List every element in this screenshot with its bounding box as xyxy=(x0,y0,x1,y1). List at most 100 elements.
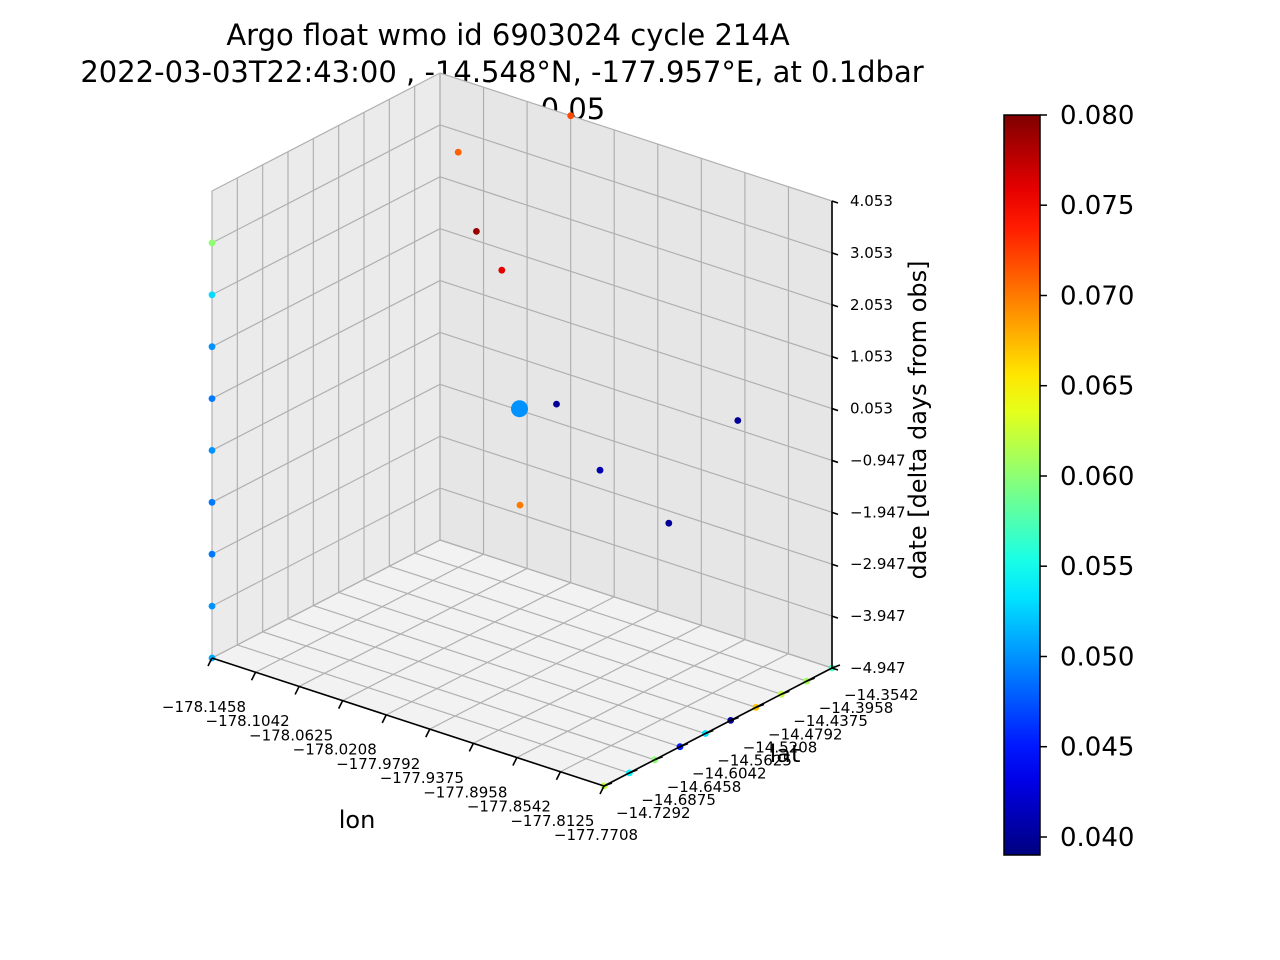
z-tick-label: 4.053 xyxy=(850,192,893,210)
z-tick xyxy=(831,200,839,204)
z-tick xyxy=(831,252,839,256)
y-tick-label: −14.3542 xyxy=(844,686,919,704)
y-tick-label: −14.4792 xyxy=(768,725,843,743)
z-tick-label: 0.053 xyxy=(850,400,893,418)
x-tick-label: −178.0625 xyxy=(249,726,333,744)
grid-line xyxy=(262,631,655,761)
x-tick xyxy=(337,700,344,710)
grid-line xyxy=(439,487,833,617)
grid-line xyxy=(385,596,615,716)
z-tick xyxy=(831,407,839,412)
y-tick-label: −14.4375 xyxy=(793,712,868,730)
z-tick-label: −1.947 xyxy=(850,503,906,521)
data-point xyxy=(208,447,216,454)
data-point xyxy=(567,112,575,120)
colorbar-tick-label: 0.075 xyxy=(1060,191,1134,221)
grid-line xyxy=(439,435,833,565)
x-tick xyxy=(207,657,213,667)
x-tick-label: −178.1042 xyxy=(206,712,290,730)
tick-labels: −178.1458 −14.7292 −4.947 −178.1042 −14.6875… xyxy=(162,192,919,844)
z-tick xyxy=(831,355,839,360)
x-tick xyxy=(555,771,562,781)
y-tick-label: −14.6458 xyxy=(667,778,742,796)
title-line-2: 2022-03-03T22:43:00 , -14.548°N, -177.95… xyxy=(80,55,923,89)
grid-line xyxy=(338,591,731,722)
grid-line xyxy=(439,279,833,410)
y-tick xyxy=(654,756,663,761)
data-point xyxy=(208,498,216,506)
y-tick-label: −14.3958 xyxy=(819,699,894,717)
pane-back-wall xyxy=(440,73,832,668)
grid-line xyxy=(211,72,441,192)
grid-line xyxy=(516,639,746,759)
x-tick xyxy=(468,742,475,752)
y-tick xyxy=(629,769,638,774)
x-tick-label: −178.1458 xyxy=(162,698,246,716)
grid-line xyxy=(414,552,807,682)
data-point xyxy=(665,519,673,527)
y-tick xyxy=(603,782,613,787)
colorbar-rect xyxy=(1003,114,1041,856)
colorbar-tick-label: 0.070 xyxy=(1060,282,1134,312)
grid-line xyxy=(211,280,441,400)
z-axis-label: date [delta days from obs] xyxy=(904,260,932,579)
x-axis-label: lon xyxy=(339,806,376,834)
x-tick xyxy=(425,728,431,738)
grid-line xyxy=(429,610,659,730)
x-tick-label: −177.8958 xyxy=(423,783,507,801)
y-tick xyxy=(679,742,689,748)
grid-line xyxy=(439,176,833,306)
title-line-1: Argo float wmo id 6903024 cycle 214A xyxy=(226,18,789,52)
x-axis-line xyxy=(211,657,605,787)
data-point xyxy=(473,228,480,235)
z-tick-label: −4.947 xyxy=(850,659,906,677)
y-tick-label: −14.6042 xyxy=(692,765,767,783)
y-tick-label: −14.6875 xyxy=(641,791,716,809)
data-point xyxy=(734,417,742,424)
grid-line xyxy=(473,624,702,744)
data-point xyxy=(498,266,506,274)
x-tick-label: −177.8542 xyxy=(467,798,551,816)
colorbar-ticks: 0.040 0.045 0.050 0.055 0.060 0.065 0.070 0.075… xyxy=(1040,101,1134,853)
y-tick-label: −14.7292 xyxy=(616,804,691,822)
z-tick-label: 2.053 xyxy=(850,296,893,314)
x-tick xyxy=(599,785,605,795)
colorbar-tick-label: 0.060 xyxy=(1060,462,1134,492)
colorbar-tick-label: 0.050 xyxy=(1060,643,1134,673)
axes-lines xyxy=(207,200,841,795)
z-tick-label: −3.947 xyxy=(850,607,906,625)
z-tick-label: −0.947 xyxy=(850,451,906,469)
colorbar-tick-label: 0.040 xyxy=(1060,823,1134,853)
y-tick xyxy=(781,690,790,695)
grid-line xyxy=(287,618,681,748)
z-tick-label: 3.053 xyxy=(850,244,893,262)
colorbar: 0.040 0.045 0.050 0.055 0.060 0.065 0.070 0.075… xyxy=(1003,101,1134,856)
colorbar-tick-label: 0.065 xyxy=(1060,372,1134,402)
grid-line xyxy=(439,539,833,669)
grid-line xyxy=(211,383,441,503)
y-tick xyxy=(705,729,714,735)
z-tick xyxy=(831,615,839,619)
pane-left-wall xyxy=(212,73,440,658)
z-tick xyxy=(831,563,839,567)
grid-line xyxy=(439,383,833,513)
grid-line xyxy=(211,176,441,296)
y-axis-label: lat xyxy=(770,740,801,768)
z-tick xyxy=(831,304,839,308)
grid-line xyxy=(342,582,571,702)
grid-line xyxy=(439,72,833,202)
z-tick xyxy=(831,459,839,464)
x-tick xyxy=(294,686,300,695)
x-tick-label: −177.7708 xyxy=(554,826,638,844)
x-tick-label: −178.0208 xyxy=(293,741,377,759)
x-tick-label: −177.9792 xyxy=(336,755,420,773)
y-tick-label: −14.5625 xyxy=(717,752,792,770)
grid-line xyxy=(237,644,630,774)
data-point xyxy=(208,239,216,247)
x-tick xyxy=(512,757,518,766)
y-axis-line xyxy=(603,667,833,787)
y-tick xyxy=(806,677,815,682)
axes-grid xyxy=(211,72,833,787)
observation-point xyxy=(511,400,528,418)
